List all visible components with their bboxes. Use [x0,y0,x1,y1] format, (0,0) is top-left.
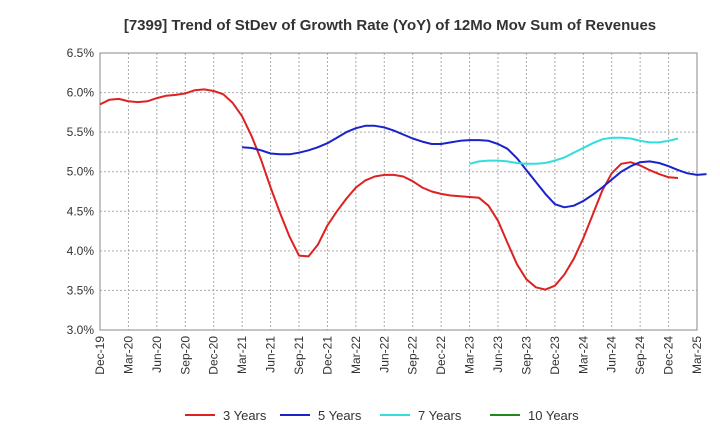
plot-area [99,52,698,331]
legend-label: 3 Years [223,408,267,423]
grid [100,53,697,330]
x-tick-label: Jun-20 [150,336,164,373]
x-axis: Dec-19 Mar-20 Jun-20 Sep-20 Dec-20 Mar-21 Jun-… [93,336,704,375]
y-tick-label: 3.0% [67,323,95,337]
y-tick-label: 3.5% [67,283,95,297]
x-tick-label: Sep-24 [633,336,647,375]
x-tick-label: Dec-24 [662,336,676,375]
x-tick-label: Mar-20 [121,336,135,374]
x-tick-label: Jun-22 [377,336,391,373]
y-tick-label: 5.5% [67,125,95,139]
x-tick-label: Dec-19 [93,336,107,375]
x-tick-label: Mar-24 [576,336,590,374]
y-tick-label: 5.0% [67,165,95,179]
x-tick-label: Jun-21 [264,336,278,373]
y-tick-label: 6.5% [67,46,95,60]
series-group [99,88,707,291]
x-tick-label: Mar-25 [690,336,704,374]
chart-title: [7399] Trend of StDev of Growth Rate (Yo… [124,17,656,34]
x-tick-label: Dec-22 [434,336,448,375]
y-axis: 3.0% 3.5% 4.0% 4.5% 5.0% 5.5% 6.0% 6.5% [67,46,95,337]
series-line-5-years [242,124,707,209]
y-tick-label: 4.5% [67,204,95,218]
series-line-7-years [469,136,679,165]
x-tick-label: Dec-20 [207,336,221,375]
series-line-3-years [99,88,679,291]
x-tick-label: Mar-22 [349,336,363,374]
x-tick-label: Sep-20 [178,336,192,375]
x-tick-label: Mar-23 [463,336,477,374]
x-tick-label: Dec-21 [320,336,334,375]
x-tick-label: Dec-23 [548,336,562,375]
x-tick-label: Sep-22 [406,336,420,375]
x-tick-label: Sep-23 [519,336,533,375]
legend-label: 5 Years [318,408,362,423]
x-tick-label: Jun-24 [605,336,619,373]
legend-label: 10 Years [528,408,579,423]
x-tick-label: Jun-23 [491,336,505,373]
legend-label: 7 Years [418,408,462,423]
legend: 3 Years 5 Years 7 Years 10 Years [185,408,579,423]
x-tick-label: Mar-21 [235,336,249,374]
y-tick-label: 4.0% [67,244,95,258]
x-tick-label: Sep-21 [292,336,306,375]
y-tick-label: 6.0% [67,86,95,100]
